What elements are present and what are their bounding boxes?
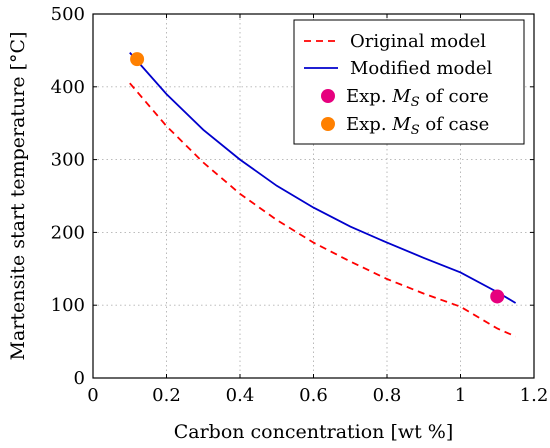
series-line-0	[129, 82, 516, 338]
y-tick-label: 200	[51, 222, 85, 243]
legend-label-modified-model: Modified model	[350, 58, 493, 79]
y-tick-label: 500	[51, 4, 85, 25]
data-point-1	[130, 52, 145, 67]
legend-swatch-exp-ms-core	[321, 89, 335, 103]
x-tick-label: 0.6	[299, 385, 328, 406]
tick-labels: 0 0.2 0.4 0.6 0.8 1 1.2 0 100 200 300 400 500	[51, 4, 549, 406]
y-tick-label: 300	[51, 150, 85, 171]
series-layer	[129, 52, 517, 338]
x-tick-label: 0.8	[373, 385, 402, 406]
legend-label-original-model: Original model	[350, 31, 486, 52]
y-axis-title: Martensite start temperature [°C]	[7, 31, 29, 360]
legend-swatch-exp-ms-case	[321, 117, 335, 131]
legend-label-exp-ms-core: Exp. MS of core	[346, 86, 489, 110]
legend: Original model Modified model Exp. MS of…	[293, 19, 525, 145]
points-layer	[130, 52, 505, 304]
ticks	[92, 13, 535, 379]
x-tick-label: 0	[87, 385, 98, 406]
series-line-1	[129, 52, 517, 304]
x-axis-title: Carbon concentration [wt %]	[174, 421, 454, 443]
data-point-0	[490, 289, 505, 304]
x-tick-label: 0.4	[226, 385, 255, 406]
x-tick-label: 1	[455, 385, 466, 406]
y-tick-label: 100	[51, 295, 85, 316]
x-tick-label: 0.2	[152, 385, 181, 406]
y-tick-label: 0	[74, 368, 85, 389]
y-tick-label: 400	[51, 77, 85, 98]
legend-label-exp-ms-case: Exp. MS of case	[346, 114, 489, 138]
x-tick-label: 1.2	[520, 385, 549, 406]
